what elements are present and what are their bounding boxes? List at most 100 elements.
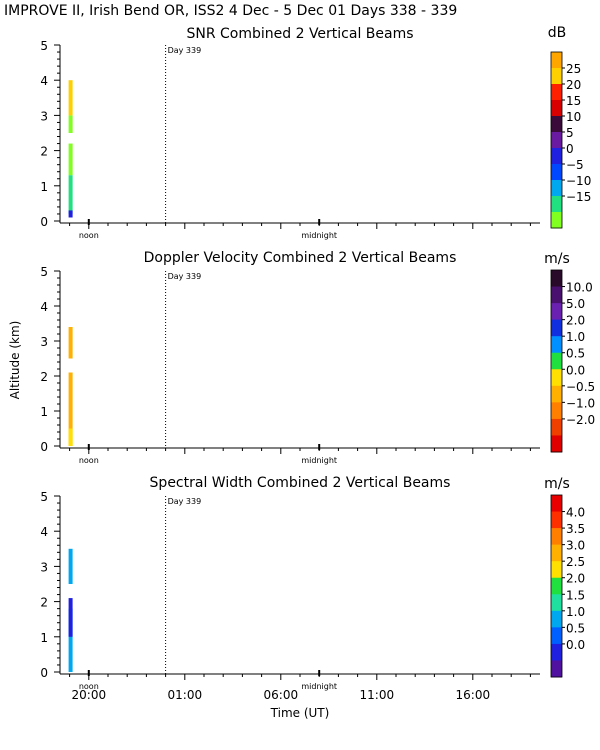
colorbar-unit: dB xyxy=(548,25,567,41)
day-marker-label: Day 339 xyxy=(168,46,202,55)
colorbar-segment xyxy=(551,84,562,101)
colorbar-segment xyxy=(551,100,562,117)
colorbar-label: 0.0 xyxy=(566,638,585,652)
colorbar-frame xyxy=(550,269,563,453)
data-cell xyxy=(68,598,73,637)
colorbar-label: 2.5 xyxy=(566,555,585,569)
y-tick-label: 0 xyxy=(40,215,48,229)
noon-label: noon xyxy=(79,456,99,465)
colorbar-segment xyxy=(551,435,562,453)
colorbar-segment xyxy=(551,544,562,562)
colorbar-label: 1.0 xyxy=(566,330,585,344)
y-tick-label: 2 xyxy=(40,145,48,159)
colorbar-segment xyxy=(551,68,562,85)
colorbar-label: 3.5 xyxy=(566,522,585,536)
colorbar-label: 25 xyxy=(566,62,581,76)
y-tick-label: 1 xyxy=(40,631,48,645)
colorbar-segment xyxy=(551,402,562,420)
panel-title: Doppler Velocity Combined 2 Vertical Bea… xyxy=(144,250,457,266)
colorbar-label: 0.5 xyxy=(566,621,585,635)
colorbar-label: −15 xyxy=(566,190,591,204)
colorbar-segment xyxy=(551,511,562,529)
colorbar-segment xyxy=(551,116,562,133)
y-tick-label: 3 xyxy=(40,560,48,574)
colorbar-label: −10 xyxy=(566,174,591,188)
data-cell xyxy=(68,372,73,446)
panel-title: Spectral Width Combined 2 Vertical Beams xyxy=(150,475,451,491)
colorbar-label: −1.0 xyxy=(566,396,595,410)
figure-title: IMPROVE II, Irish Bend OR, ISS2 4 Dec - … xyxy=(4,3,457,19)
data-cell xyxy=(68,327,73,359)
colorbar-label: 0.5 xyxy=(566,347,585,361)
colorbar-segment xyxy=(551,148,562,165)
colorbar-label: 2.0 xyxy=(566,572,585,586)
colorbar-segment xyxy=(551,270,562,288)
colorbar-unit: m/s xyxy=(544,251,570,267)
midnight-label: midnight xyxy=(301,456,337,465)
data-cell xyxy=(68,115,73,133)
colorbar-segment xyxy=(551,352,562,370)
colorbar-segment xyxy=(551,164,562,181)
colorbar-label: 10.0 xyxy=(566,281,593,295)
colorbar-segment xyxy=(551,132,562,149)
y-tick-label: 3 xyxy=(40,109,48,123)
colorbar-label: 5 xyxy=(566,126,574,140)
colorbar-segment xyxy=(551,196,562,213)
colorbar-label: 2.0 xyxy=(566,314,585,328)
colorbar-segment xyxy=(551,418,562,436)
colorbar-segment xyxy=(551,303,562,321)
y-tick-label: 5 xyxy=(40,265,48,279)
x-tick-label: 16:00 xyxy=(456,688,491,702)
data-cell xyxy=(68,548,73,584)
y-tick-label: 1 xyxy=(40,405,48,419)
colorbar-label: −0.5 xyxy=(566,380,595,394)
data-cell xyxy=(68,175,73,214)
colorbar-label: −5 xyxy=(566,158,584,172)
colorbar-segment xyxy=(551,627,562,645)
colorbar-segment xyxy=(551,286,562,304)
panel-title: SNR Combined 2 Vertical Beams xyxy=(186,26,413,42)
colorbar-segment xyxy=(551,660,562,678)
colorbar-label: 5.0 xyxy=(566,297,585,311)
colorbar-segment xyxy=(551,385,562,403)
colorbar-segment xyxy=(551,180,562,197)
noon-label: noon xyxy=(79,231,99,240)
y-tick-label: 5 xyxy=(40,39,48,53)
x-axis-label: Time (UT) xyxy=(270,706,330,720)
colorbar-frame xyxy=(550,494,563,678)
midnight-label: midnight xyxy=(301,682,337,691)
colorbar-label: 10 xyxy=(566,110,581,124)
colorbar-unit: m/s xyxy=(544,476,570,492)
day-marker-label: Day 339 xyxy=(168,497,202,506)
x-tick-label: 01:00 xyxy=(168,688,203,702)
data-cell xyxy=(68,80,73,116)
colorbar-segment xyxy=(551,336,562,354)
y-tick-label: 4 xyxy=(40,300,48,314)
colorbar-label: 0 xyxy=(566,142,574,156)
colorbar-segment xyxy=(551,594,562,612)
y-axis-label: Altitude (km) xyxy=(8,321,22,400)
colorbar-label: 1.5 xyxy=(566,588,585,602)
noon-label: noon xyxy=(79,682,99,691)
x-tick-label: 11:00 xyxy=(360,688,395,702)
colorbar-frame xyxy=(550,51,563,229)
data-cell xyxy=(68,210,73,218)
colorbar-segment xyxy=(551,212,562,229)
colorbar-segment xyxy=(551,577,562,595)
colorbar-label: 20 xyxy=(566,78,581,92)
colorbar-label: 4.0 xyxy=(566,506,585,520)
colorbar-label: −2.0 xyxy=(566,413,595,427)
midnight-label: midnight xyxy=(301,231,337,240)
colorbar-label: 1.0 xyxy=(566,605,585,619)
y-tick-label: 3 xyxy=(40,335,48,349)
y-tick-label: 2 xyxy=(40,370,48,384)
day-marker-label: Day 339 xyxy=(168,272,202,281)
data-cell xyxy=(68,428,73,446)
y-tick-label: 5 xyxy=(40,490,48,504)
y-tick-label: 0 xyxy=(40,666,48,680)
colorbar-label: 15 xyxy=(566,94,581,108)
colorbar-label: 3.0 xyxy=(566,539,585,553)
colorbar-segment xyxy=(551,643,562,661)
colorbar-label: 0.0 xyxy=(566,363,585,377)
